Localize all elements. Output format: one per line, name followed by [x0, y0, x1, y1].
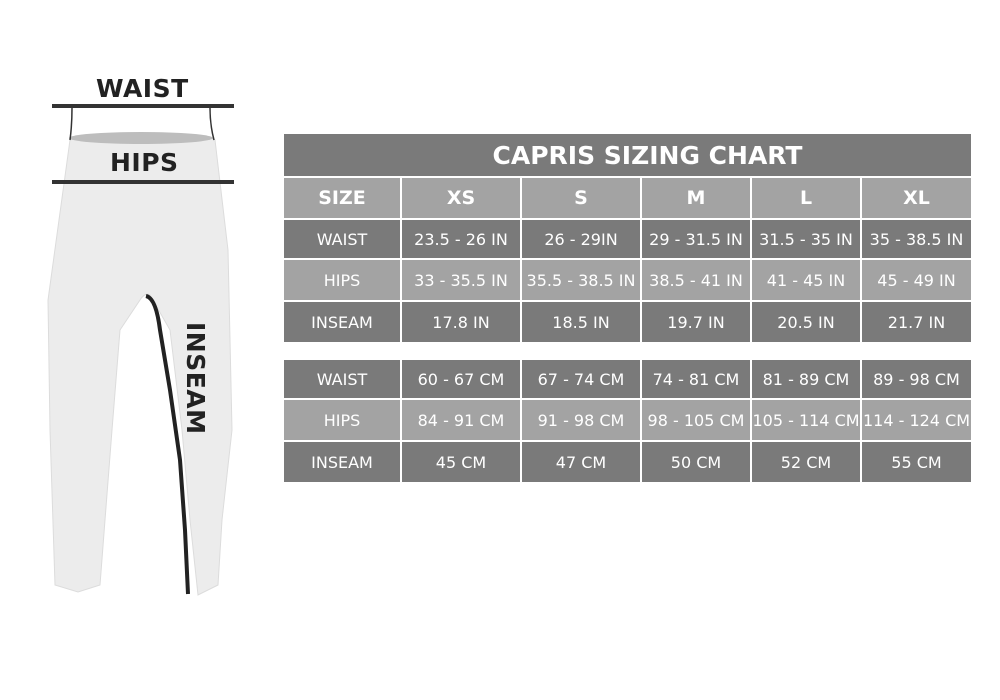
table-cell: 29 - 31.5 IN — [642, 220, 750, 258]
table-cell: 55 CM — [862, 442, 971, 482]
header-cell: XL — [862, 178, 971, 218]
table-cell: 60 - 67 CM — [402, 360, 520, 398]
table-cell: 98 - 105 CM — [642, 400, 750, 440]
table-cell: 45 CM — [402, 442, 520, 482]
table-cell: 31.5 - 35 IN — [752, 220, 860, 258]
leggings-illustration — [47, 104, 234, 596]
table-cell: 89 - 98 CM — [862, 360, 971, 398]
table-cell: 74 - 81 CM — [642, 360, 750, 398]
row-label: HIPS — [284, 400, 400, 440]
header-cell: XS — [402, 178, 520, 218]
row-label: INSEAM — [284, 442, 400, 482]
table-cell: 105 - 114 CM — [752, 400, 860, 440]
row-label: WAIST — [284, 220, 400, 258]
table-cell: 50 CM — [642, 442, 750, 482]
table-cell: 18.5 IN — [522, 302, 640, 342]
table-row: HIPS 84 - 91 CM 91 - 98 CM 98 - 105 CM 105 -… — [284, 400, 971, 440]
table-cell: 23.5 - 26 IN — [402, 220, 520, 258]
row-label: WAIST — [284, 360, 400, 398]
table-cell: 45 - 49 IN — [862, 260, 971, 300]
table-row: HIPS 33 - 35.5 IN 35.5 - 38.5 IN 38.5 - 41 … — [284, 260, 971, 300]
table-row: INSEAM 17.8 IN 18.5 IN 19.7 IN 20.5 IN 21.7 I… — [284, 302, 971, 342]
row-label: INSEAM — [284, 302, 400, 342]
hips-label: HIPS — [110, 148, 179, 177]
table-cell: 26 - 29IN — [522, 220, 640, 258]
table-cell: 19.7 IN — [642, 302, 750, 342]
inches-table: CAPRIS SIZING CHART SIZE XS S M L XL WAI… — [284, 134, 971, 344]
table-cell: 17.8 IN — [402, 302, 520, 342]
table-cell: 20.5 IN — [752, 302, 860, 342]
table-cell: 52 CM — [752, 442, 860, 482]
table-row: INSEAM 45 CM 47 CM 50 CM 52 CM 55 CM — [284, 442, 971, 482]
table-cell: 114 - 124 CM — [862, 400, 971, 440]
inseam-line — [145, 294, 190, 595]
row-label: HIPS — [284, 260, 400, 300]
header-cell: S — [522, 178, 640, 218]
waist-label: WAIST — [96, 74, 189, 103]
chart-title: CAPRIS SIZING CHART — [284, 134, 971, 176]
table-cell: 41 - 45 IN — [752, 260, 860, 300]
header-cell: SIZE — [284, 178, 400, 218]
table-cell: 21.7 IN — [862, 302, 971, 342]
table-cell: 84 - 91 CM — [402, 400, 520, 440]
header-row: SIZE XS S M L XL — [284, 178, 971, 218]
cm-table: WAIST 60 - 67 CM 67 - 74 CM 74 - 81 CM 81 - … — [284, 360, 971, 484]
table-cell: 67 - 74 CM — [522, 360, 640, 398]
table-cell: 47 CM — [522, 442, 640, 482]
table-cell: 33 - 35.5 IN — [402, 260, 520, 300]
table-row: WAIST 23.5 - 26 IN 26 - 29IN 29 - 31.5 IN 31… — [284, 220, 971, 258]
inseam-label: INSEAM — [181, 322, 210, 435]
table-cell: 35.5 - 38.5 IN — [522, 260, 640, 300]
table-cell: 91 - 98 CM — [522, 400, 640, 440]
table-cell: 38.5 - 41 IN — [642, 260, 750, 300]
header-cell: M — [642, 178, 750, 218]
header-cell: L — [752, 178, 860, 218]
table-cell: 81 - 89 CM — [752, 360, 860, 398]
table-cell: 35 - 38.5 IN — [862, 220, 971, 258]
table-row: WAIST 60 - 67 CM 67 - 74 CM 74 - 81 CM 81 - … — [284, 360, 971, 398]
